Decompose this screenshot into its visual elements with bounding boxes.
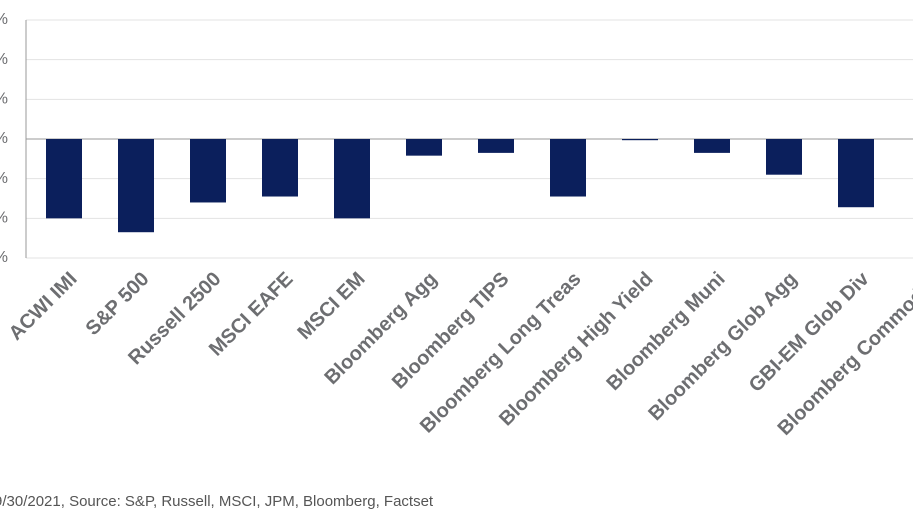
y-tick-label: -2%: [0, 210, 8, 227]
x-tick-label: ACWI IMI: [5, 268, 82, 345]
x-tick-label: S&P 500: [82, 268, 154, 340]
bar: [838, 139, 874, 208]
y-tick-label: 0%: [0, 130, 8, 147]
y-tick-label: -3%: [0, 249, 8, 266]
x-tick-label: Bloomberg Glob Agg: [644, 268, 801, 425]
y-tick-label: 3%: [0, 11, 8, 28]
bar: [334, 139, 370, 219]
y-tick-label: 2%: [0, 51, 8, 68]
bar: [550, 139, 586, 197]
bar: [118, 139, 154, 233]
bar: [262, 139, 298, 197]
x-tick-label: GBI-EM Glob Div: [745, 267, 874, 396]
y-tick-label: 1%: [0, 91, 8, 108]
y-tick-label: -1%: [0, 170, 8, 187]
footnote: 9/30/2021, Source: S&P, Russell, MSCI, J…: [0, 493, 434, 510]
bar: [694, 139, 730, 153]
bar: [406, 139, 442, 156]
x-tick-label: Bloomberg Muni: [602, 268, 729, 395]
bar: [622, 139, 658, 141]
x-tick-label: MSCI EM: [293, 268, 369, 344]
bar: [766, 139, 802, 175]
bar: [46, 139, 82, 219]
bar: [190, 139, 226, 203]
bar: [478, 139, 514, 153]
